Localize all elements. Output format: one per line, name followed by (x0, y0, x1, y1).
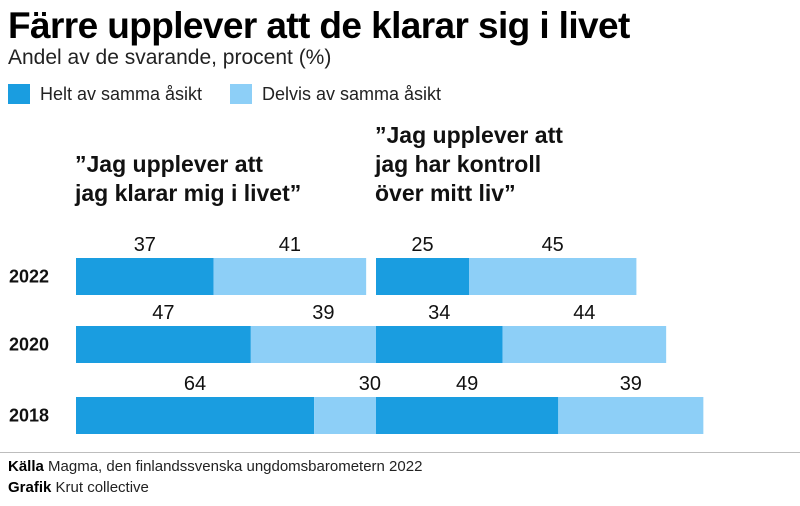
bar-panel1-2020-delvis (250, 326, 396, 363)
bar-panel2-2018-helt (376, 397, 559, 434)
year-label-2020: 2020 (9, 335, 49, 355)
chart-subtitle: Andel av de svarande, procent (%) (8, 46, 332, 69)
legend-label-delvis: Delvis av samma åsikt (262, 84, 442, 104)
value-label-panel2-2018-delvis: 39 (620, 373, 642, 395)
bar-panel2-2022-delvis (469, 258, 637, 295)
source-label: Källa (8, 458, 44, 475)
value-label-panel2-2022-helt: 25 (411, 234, 433, 256)
value-label-panel2-2020-delvis: 44 (573, 302, 595, 324)
value-label-panel1-2022-delvis: 41 (279, 234, 301, 256)
bar-panel1-2020-helt (76, 326, 251, 363)
panel-title-2-line-3: över mitt liv” (375, 180, 516, 206)
value-label-panel1-2020-delvis: 39 (312, 302, 334, 324)
legend-swatch-delvis (230, 84, 252, 104)
source-text: Magma, den finlandssvenska ungdomsbarome… (48, 458, 423, 475)
footer-graphic: Grafik Krut collective (8, 479, 149, 497)
bar-panel2-2022-helt (376, 258, 469, 295)
value-label-panel1-2022-helt: 37 (134, 234, 156, 256)
bar-panel2-2020-helt (376, 326, 503, 363)
bar-panel1-2022-helt (76, 258, 214, 295)
value-label-panel1-2018-helt: 64 (184, 373, 206, 395)
panel-title-1-line-2: jag klarar mig i livet” (74, 180, 301, 206)
graphic-text: Krut collective (55, 479, 149, 496)
stacked-bar-chart: 2022 2020 2018 ”Jag upplever att jag klarar … (9, 122, 704, 434)
year-label-2018: 2018 (9, 406, 49, 426)
bar-panel2-2018-delvis (558, 397, 704, 434)
chart-title: Färre upplever att de klarar sig i livet (8, 5, 630, 46)
graphic-label: Grafik (8, 479, 52, 496)
panel-title-2-line-1: ”Jag upplever att (375, 122, 563, 148)
value-label-panel1-2020-helt: 47 (152, 302, 174, 324)
bar-panel1-2018-helt (76, 397, 315, 434)
value-label-panel2-2022-delvis: 45 (542, 234, 564, 256)
bar-panel2-2020-delvis (502, 326, 667, 363)
legend-swatch-helt (8, 84, 30, 104)
footer-divider (0, 452, 800, 453)
panel-title-1-line-1: ”Jag upplever att (75, 151, 263, 177)
value-label-panel1-2018-delvis: 30 (359, 373, 381, 395)
panel-title-2-line-2: jag har kontroll (374, 151, 541, 177)
year-label-2022: 2022 (9, 267, 49, 287)
value-label-panel2-2020-helt: 34 (428, 302, 450, 324)
legend-label-helt: Helt av samma åsikt (40, 84, 203, 104)
footer-source: Källa Magma, den finlandssvenska ungdoms… (8, 458, 422, 476)
value-label-panel2-2018-helt: 49 (456, 373, 478, 395)
bar-panel1-2022-delvis (213, 258, 367, 295)
